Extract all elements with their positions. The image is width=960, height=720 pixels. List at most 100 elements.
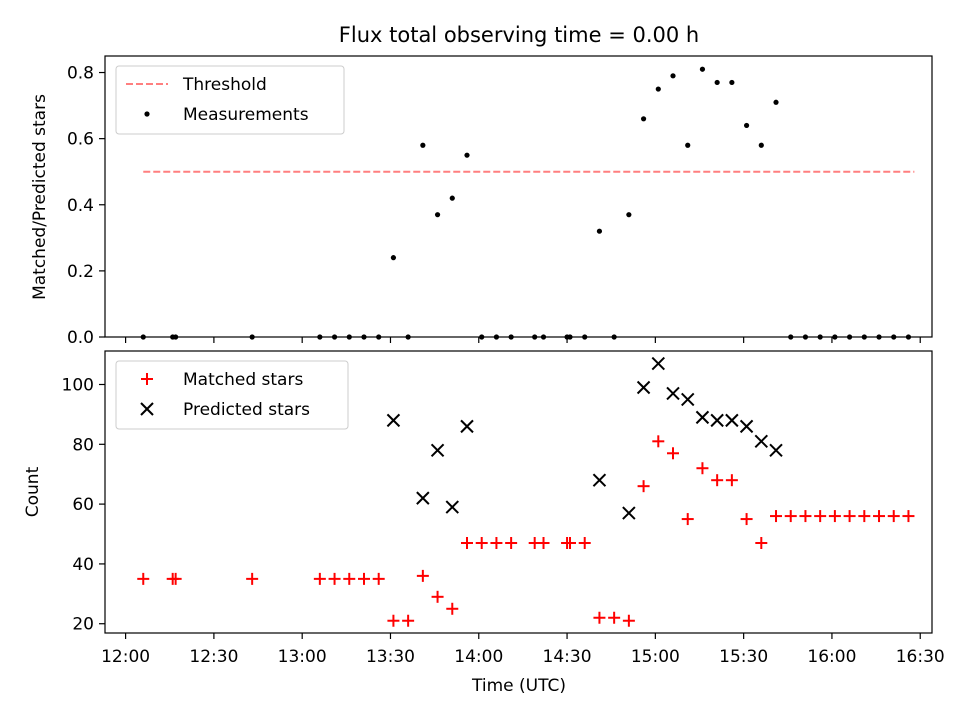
data-point bbox=[655, 86, 661, 92]
data-point bbox=[416, 491, 430, 505]
data-point bbox=[343, 572, 356, 585]
x-tick-label: 15:00 bbox=[631, 647, 680, 667]
y-tick-label: 100 bbox=[62, 375, 94, 395]
data-point bbox=[357, 572, 370, 585]
data-point bbox=[464, 152, 470, 158]
data-point bbox=[564, 536, 577, 549]
data-point bbox=[699, 66, 706, 72]
data-point bbox=[460, 536, 473, 549]
series-predicted-stars bbox=[386, 356, 783, 520]
data-point bbox=[814, 510, 827, 523]
y-tick-label: 20 bbox=[72, 615, 94, 635]
legend-box bbox=[115, 65, 345, 135]
data-point bbox=[420, 142, 426, 148]
data-point bbox=[799, 510, 812, 523]
data-point bbox=[537, 536, 550, 549]
data-point bbox=[622, 506, 636, 520]
data-point bbox=[596, 228, 603, 234]
y-tick-label: 0.2 bbox=[67, 262, 94, 282]
data-point bbox=[593, 611, 606, 624]
data-point bbox=[430, 443, 445, 457]
data-point bbox=[902, 510, 915, 523]
data-point bbox=[681, 513, 694, 526]
data-point bbox=[858, 510, 871, 523]
data-point bbox=[505, 536, 518, 549]
series-matched-stars bbox=[137, 435, 915, 627]
data-point bbox=[711, 474, 724, 487]
x-tick-label: 13:00 bbox=[278, 647, 327, 667]
y-tick-label: 40 bbox=[72, 555, 94, 575]
panel-count: 12:00 12:30 13:00 13:30 14:00 14:30 15:00 15:30… bbox=[23, 350, 945, 696]
legend-entry: Predicted stars bbox=[140, 400, 310, 420]
data-point bbox=[246, 572, 259, 585]
legend-entry: Threshold bbox=[126, 75, 267, 95]
panel-ratio-axes: 0.0 0.2 0.4 0.6 0.8 bbox=[67, 64, 921, 348]
data-point bbox=[667, 447, 680, 460]
data-point bbox=[725, 474, 738, 487]
data-point bbox=[740, 513, 753, 526]
data-point bbox=[755, 536, 768, 549]
data-point bbox=[434, 212, 441, 218]
panel-count-legend: Matched stars Predicted stars bbox=[115, 360, 349, 430]
legend-box bbox=[115, 360, 349, 430]
panel-count-axes: 12:00 12:30 13:00 13:30 14:00 14:30 15:00 15:30… bbox=[62, 375, 945, 667]
y-tick-label: 0.0 bbox=[67, 328, 94, 348]
data-point bbox=[828, 510, 841, 523]
data-point bbox=[714, 79, 720, 86]
data-point bbox=[696, 462, 709, 475]
data-point bbox=[754, 434, 769, 449]
x-tick-label: 15:30 bbox=[719, 647, 768, 667]
data-point bbox=[578, 536, 591, 549]
data-point bbox=[328, 572, 341, 585]
legend-entry: Measurements bbox=[144, 105, 309, 125]
x-tick-label: 16:00 bbox=[807, 647, 856, 667]
data-point bbox=[681, 392, 695, 407]
legend-label: Matched stars bbox=[183, 370, 303, 390]
legend-label: Threshold bbox=[182, 75, 267, 95]
data-point bbox=[386, 413, 401, 428]
y-tick-label: 0.6 bbox=[67, 130, 94, 150]
x-tick-label: 14:00 bbox=[454, 647, 503, 667]
x-tick-label: 16:30 bbox=[896, 647, 945, 667]
data-point bbox=[725, 413, 739, 428]
data-point bbox=[873, 510, 886, 523]
panel-count-frame bbox=[104, 350, 933, 634]
data-point bbox=[652, 435, 665, 448]
data-point bbox=[637, 480, 650, 493]
data-point bbox=[729, 79, 735, 86]
data-point bbox=[739, 419, 754, 434]
legend-entry: Matched stars bbox=[141, 370, 303, 390]
data-point bbox=[490, 536, 503, 549]
data-point bbox=[449, 195, 455, 201]
data-point bbox=[769, 443, 783, 457]
panel-ratio-ylabel: Matched/Predicted stars bbox=[30, 94, 50, 300]
data-point bbox=[773, 99, 779, 105]
data-point bbox=[402, 614, 415, 627]
data-point bbox=[843, 510, 856, 523]
y-tick-label: 0.4 bbox=[67, 196, 94, 216]
data-point bbox=[626, 212, 632, 218]
data-point bbox=[695, 410, 710, 425]
data-point bbox=[666, 386, 680, 401]
data-point bbox=[758, 142, 764, 148]
data-point bbox=[622, 614, 635, 627]
data-point bbox=[372, 572, 385, 585]
data-point bbox=[608, 611, 621, 624]
data-point bbox=[640, 116, 647, 122]
y-tick-label: 60 bbox=[72, 495, 94, 515]
panel-count-xlabel: Time (UTC) bbox=[471, 676, 566, 696]
data-point bbox=[592, 473, 607, 487]
x-tick-label: 12:30 bbox=[189, 647, 238, 667]
x-tick-label: 12:00 bbox=[101, 647, 150, 667]
data-point bbox=[137, 572, 150, 585]
panel-ratio-frame bbox=[104, 55, 933, 338]
data-point bbox=[445, 500, 459, 514]
data-point bbox=[784, 510, 797, 523]
figure-title: Flux total observing time = 0.00 h bbox=[339, 23, 699, 47]
data-point bbox=[446, 602, 459, 615]
x-tick-label: 14:30 bbox=[543, 647, 592, 667]
data-point bbox=[743, 122, 750, 129]
panel-count-marks bbox=[137, 356, 915, 627]
x-tick-label: 13:30 bbox=[366, 647, 415, 667]
